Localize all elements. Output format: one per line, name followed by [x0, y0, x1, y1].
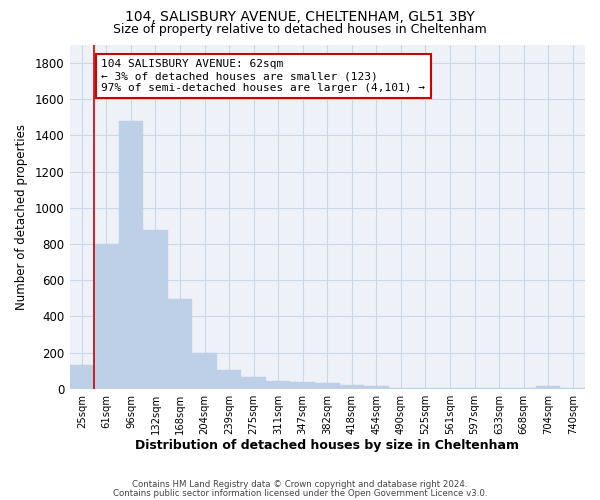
Y-axis label: Number of detached properties: Number of detached properties — [15, 124, 28, 310]
Bar — [94, 244, 119, 388]
Bar — [241, 377, 266, 388]
Bar — [340, 385, 364, 388]
Bar — [536, 386, 560, 388]
Bar — [192, 352, 217, 388]
Bar — [315, 384, 340, 388]
Text: Size of property relative to detached houses in Cheltenham: Size of property relative to detached ho… — [113, 22, 487, 36]
Text: Contains public sector information licensed under the Open Government Licence v3: Contains public sector information licen… — [113, 490, 487, 498]
Bar — [70, 365, 94, 388]
Text: 104, SALISBURY AVENUE, CHELTENHAM, GL51 3BY: 104, SALISBURY AVENUE, CHELTENHAM, GL51 … — [125, 10, 475, 24]
Text: Contains HM Land Registry data © Crown copyright and database right 2024.: Contains HM Land Registry data © Crown c… — [132, 480, 468, 489]
Bar — [119, 121, 143, 388]
Bar — [290, 382, 315, 388]
Bar — [364, 386, 389, 388]
Bar — [266, 380, 290, 388]
Bar — [168, 299, 192, 388]
X-axis label: Distribution of detached houses by size in Cheltenham: Distribution of detached houses by size … — [135, 440, 519, 452]
Text: 104 SALISBURY AVENUE: 62sqm
← 3% of detached houses are smaller (123)
97% of sem: 104 SALISBURY AVENUE: 62sqm ← 3% of deta… — [101, 60, 425, 92]
Bar — [143, 230, 168, 388]
Bar — [217, 370, 241, 388]
